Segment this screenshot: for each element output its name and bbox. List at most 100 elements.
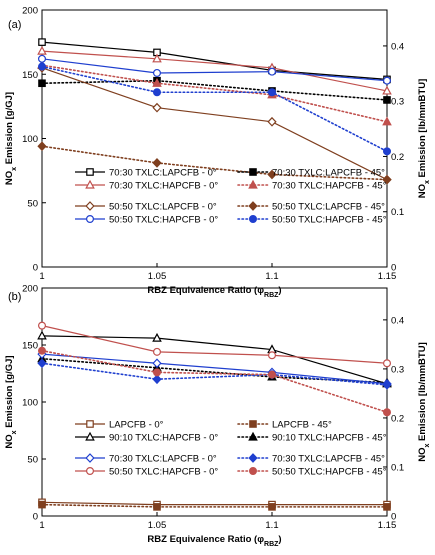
- legend-label: 70:30 TXLC:LAPCFB - 45°: [272, 454, 385, 465]
- y-tick-label: 150: [22, 341, 38, 352]
- data-point: [267, 116, 277, 127]
- series-1: [38, 38, 391, 84]
- series-line: [41, 353, 388, 385]
- y-right-tick-label: 0: [391, 263, 396, 274]
- data-point: [152, 332, 162, 342]
- y-right-tick-label: 0.1: [391, 462, 404, 473]
- series-line: [41, 58, 388, 82]
- legend-marker: [86, 168, 94, 176]
- legend: 70:30 TXLC:LAPCFB - 0° 70:30 TXLC:LAPCFB …: [75, 168, 387, 226]
- data-point: [382, 174, 392, 185]
- data-point: [152, 102, 162, 113]
- data-point: [37, 62, 46, 71]
- data-point: [383, 408, 392, 417]
- y-right-tick-label: 0.2: [391, 152, 404, 163]
- x-tick-label: 1.05: [148, 271, 167, 282]
- legend-label: 50:50 TXLC:LAPCFB - 0°: [109, 202, 217, 213]
- legend-marker: [249, 420, 257, 428]
- data-point: [268, 370, 277, 379]
- legend-marker: [248, 201, 258, 211]
- y-tick-label: 200: [22, 6, 38, 17]
- series-6: [37, 141, 392, 185]
- legend-marker: [248, 453, 258, 463]
- x-tick-label: 1: [39, 271, 44, 282]
- series-line: [41, 349, 388, 414]
- legend-label: 90:10 TXLC:HAPCFB - 45°: [272, 433, 387, 444]
- series-8: [37, 346, 392, 417]
- y-right-tick-label: 0.1: [391, 207, 404, 218]
- y-tick-label: 50: [27, 198, 38, 209]
- y-tick-label: 0: [33, 263, 38, 274]
- data-point: [383, 503, 391, 511]
- series-7: [37, 321, 392, 368]
- data-point: [267, 169, 277, 180]
- legend-marker: [85, 201, 95, 211]
- series-line: [41, 362, 388, 386]
- data-point: [268, 67, 277, 76]
- plot-frame: [41, 9, 388, 268]
- y-tick-label: 150: [22, 70, 38, 81]
- data-point: [153, 88, 162, 97]
- legend-label: 70:30 TXLC:LAPCFB - 45°: [272, 168, 385, 179]
- legend-marker: [249, 215, 258, 224]
- x-tick-label: 1.15: [378, 520, 397, 531]
- y-right-tick-label: 0.2: [391, 413, 404, 424]
- y-right-tick-label: 0.4: [391, 315, 404, 326]
- series-line: [41, 50, 388, 92]
- data-point: [37, 330, 47, 340]
- legend-marker: [248, 179, 258, 189]
- y-right-axis-label: NOx Emission [lb/mmBTU]: [417, 79, 431, 199]
- series-line: [41, 501, 387, 506]
- series-7: [37, 54, 392, 85]
- y-axis-label: NOx Emission [g/GJ]: [4, 92, 18, 185]
- legend-marker: [85, 431, 95, 441]
- x-axis-label: RBZ Equivalence Ratio (φRBZ): [147, 534, 281, 548]
- data-point: [152, 53, 162, 63]
- chart-panel-1: 0 50 100 150 200 0 0.1 0.2 0.3 0.4 1 1.05 1.1 1.15 (a)…: [4, 6, 431, 299]
- legend-label: LAPCFB - 45°: [272, 420, 332, 431]
- x-tick-label: 1.1: [265, 520, 278, 531]
- y-right-tick-label: 0: [391, 512, 396, 523]
- chart-panel-2: 0 50 100 150 200 0 0.1 0.2 0.3 0.4 1 1.05 1.1 1.15 (b)…: [4, 284, 431, 548]
- y-right-tick-label: 0.3: [391, 97, 404, 108]
- legend-marker: [248, 431, 258, 441]
- series-line: [41, 65, 388, 153]
- legend-label: LAPCFB - 0°: [109, 420, 164, 431]
- data-point: [268, 503, 276, 511]
- data-point: [37, 141, 47, 152]
- data-point: [382, 85, 392, 95]
- data-point: [152, 77, 162, 87]
- data-point: [152, 158, 162, 168]
- panel-label: (a): [8, 19, 21, 31]
- y-right-tick-label: 0.3: [391, 364, 404, 375]
- data-point: [383, 147, 392, 156]
- legend-label: 70:30 TXLC:LAPCFB - 0°: [109, 454, 217, 465]
- series-8: [37, 62, 392, 156]
- legend-label: 50:50 TXLC:HAPCFB - 0°: [109, 467, 218, 478]
- data-point: [152, 358, 162, 369]
- y-tick-label: 0: [33, 512, 38, 523]
- data-point: [153, 503, 161, 511]
- data-point: [37, 45, 47, 55]
- data-point: [153, 368, 162, 377]
- data-point: [153, 68, 162, 77]
- legend-marker: [85, 453, 95, 463]
- legend-label: 50:50 TXLC:HAPCFB - 45°: [272, 215, 387, 226]
- data-point: [38, 79, 46, 88]
- series-3: [37, 45, 392, 95]
- series-3: [37, 330, 392, 388]
- legend-label: 50:50 TXLC:HAPCFB - 45°: [272, 467, 387, 478]
- legend-marker: [249, 467, 258, 476]
- series-line: [41, 503, 388, 508]
- series-line: [41, 64, 388, 123]
- series-line: [41, 79, 388, 101]
- legend-marker: [249, 168, 257, 176]
- legend-label: 90:10 TXLC:HAPCFB - 0°: [109, 433, 218, 444]
- legend: LAPCFB - 0° LAPCFB - 45° 90:10 TXLC:HAPCFB…: [75, 420, 387, 478]
- legend-label: 70:30 TXLC:HAPCFB - 0°: [109, 181, 218, 192]
- data-point: [37, 346, 46, 355]
- data-point: [38, 500, 46, 509]
- x-tick-label: 1.05: [148, 520, 167, 531]
